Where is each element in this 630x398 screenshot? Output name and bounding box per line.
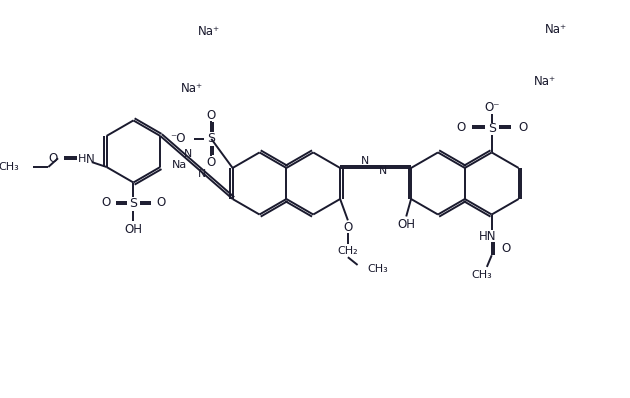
Text: O: O xyxy=(157,196,166,209)
Text: Na⁺: Na⁺ xyxy=(534,75,556,88)
Text: Na: Na xyxy=(172,160,187,170)
Text: H: H xyxy=(78,154,86,164)
Text: Na⁺: Na⁺ xyxy=(181,82,203,95)
Text: O: O xyxy=(207,156,216,169)
Text: S: S xyxy=(488,122,496,135)
Text: OH: OH xyxy=(398,218,415,231)
Text: O⁻: O⁻ xyxy=(484,101,500,114)
Text: O: O xyxy=(101,196,110,209)
Text: O: O xyxy=(456,121,466,134)
Text: O: O xyxy=(207,109,216,122)
Text: CH₃: CH₃ xyxy=(0,162,20,172)
Text: N: N xyxy=(379,166,387,176)
Text: O: O xyxy=(518,121,527,134)
Text: N: N xyxy=(361,156,369,166)
Text: ⁻O: ⁻O xyxy=(171,133,186,145)
Text: CH₂: CH₂ xyxy=(338,246,358,256)
Text: S: S xyxy=(207,133,215,145)
Text: HN: HN xyxy=(479,230,496,243)
Text: CH₃: CH₃ xyxy=(472,270,493,280)
Text: Na⁺: Na⁺ xyxy=(545,23,568,36)
Text: Na⁺: Na⁺ xyxy=(198,25,220,38)
Text: N: N xyxy=(86,153,95,166)
Text: O: O xyxy=(501,242,511,255)
Text: O: O xyxy=(49,152,58,165)
Text: S: S xyxy=(129,197,137,211)
Text: N: N xyxy=(183,149,192,159)
Text: N: N xyxy=(198,170,207,179)
Text: O: O xyxy=(343,220,353,234)
Text: CH₃: CH₃ xyxy=(367,264,388,274)
Text: OH: OH xyxy=(124,222,142,236)
